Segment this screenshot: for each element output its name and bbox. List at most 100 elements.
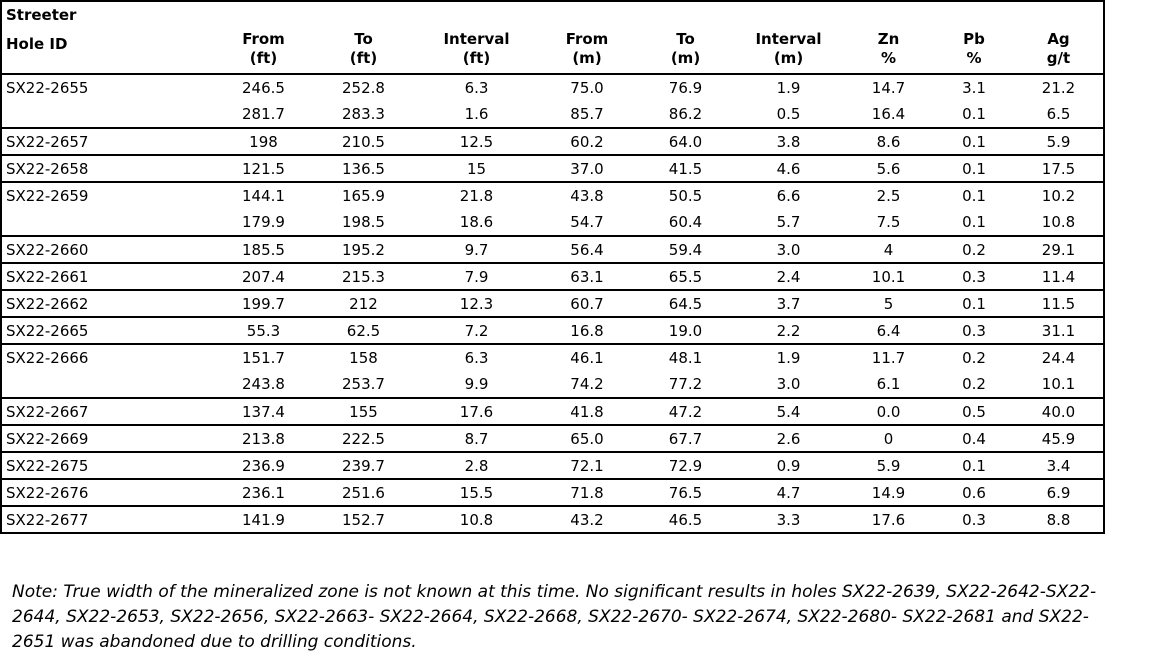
value-cell: 2.5 <box>876 187 901 205</box>
value-cell: 11.7 <box>871 349 906 367</box>
column-header-zn: Zn% <box>843 26 934 75</box>
value-cell: 17.5 <box>1041 159 1076 178</box>
table-row: SX22-2659 144.1 165.9 21.8 43.8 50.5 6.6 2.5 0.1… <box>1 182 1104 209</box>
value-cell: 64.5 <box>668 294 703 313</box>
value-cell: 3.8 <box>776 132 801 151</box>
value-cell: 12.5 <box>459 132 494 151</box>
value-cell: 72.1 <box>570 456 604 475</box>
value-cell: 72.9 <box>668 456 703 475</box>
value-cell: 222.5 <box>342 429 385 448</box>
column-header-from_ft: From (ft) <box>216 26 311 75</box>
value-cell: 55.3 <box>246 321 281 340</box>
hole-id-cell: SX22-2675 <box>6 457 89 475</box>
value-cell: 0.3 <box>962 321 986 340</box>
table-row: SX22-2662 199.7 212 12.3 60.7 64.5 3.7 5 0.1 11.5 <box>1 290 1104 317</box>
value-cell: 56.4 <box>570 240 604 259</box>
hole-id-cell: SX22-2657 <box>6 133 89 151</box>
column-unit: % <box>966 49 982 67</box>
value-cell: 46.5 <box>668 510 703 529</box>
column-header-ag: Ag g/t <box>1014 26 1104 75</box>
value-cell: 41.8 <box>570 402 604 421</box>
value-cell: 179.9 <box>242 213 285 231</box>
table-row: SX22-2661 207.4 215.3 7.9 63.1 65.5 2.4 10.1 0.3… <box>1 263 1104 290</box>
value-cell: 7.9 <box>464 267 489 286</box>
hole-group: SX22-2657 198 210.5 12.5 60.2 64.0 3.8 8.6 0.1 5.… <box>1 128 1104 155</box>
value-cell: 10.1 <box>871 267 906 286</box>
hole-group: SX22-2658 121.5 136.5 15 37.0 41.5 4.6 5.6 0.1 17… <box>1 155 1104 182</box>
value-cell: 0.5 <box>962 402 986 421</box>
hole-group: SX22-2662 199.7 212 12.3 60.7 64.5 3.7 5 0.1 11.5 <box>1 290 1104 317</box>
value-cell: 37.0 <box>570 159 604 178</box>
value-cell: 43.8 <box>570 187 604 205</box>
value-cell: 63.1 <box>570 267 604 286</box>
value-cell: 16.8 <box>570 321 604 340</box>
table-title-row: Streeter <box>1 1 1104 26</box>
value-cell: 10.1 <box>1041 375 1076 393</box>
value-cell: 0.2 <box>962 349 986 367</box>
value-cell: 5.6 <box>876 159 901 178</box>
value-cell: 43.2 <box>570 510 604 529</box>
value-cell: 47.2 <box>668 402 703 421</box>
value-cell: 62.5 <box>346 321 381 340</box>
table-row: SX22-2657 198 210.5 12.5 60.2 64.0 3.8 8.6 0.1 5.… <box>1 128 1104 155</box>
value-cell: 0 <box>883 429 894 448</box>
value-cell: 3.3 <box>776 510 801 529</box>
hole-group: SX22-2660 185.5 195.2 9.7 56.4 59.4 3.0 4 0.2 29.… <box>1 236 1104 263</box>
column-label: From <box>565 30 609 48</box>
value-cell: 3.0 <box>776 375 801 393</box>
hole-group: SX22-2675 236.9 239.7 2.8 72.1 72.9 0.9 5.9 0.1 3… <box>1 452 1104 479</box>
column-unit: (m) <box>572 49 602 67</box>
value-cell: 0.5 <box>776 105 801 123</box>
value-cell: 77.2 <box>668 375 703 393</box>
hole-id-cell: SX22-2661 <box>6 268 89 286</box>
table-row: SX22-2677 141.9 152.7 10.8 43.2 46.5 3.3 17.6 0.… <box>1 506 1104 533</box>
table-row: SX22-2665 55.3 62.5 7.2 16.8 19.0 2.2 6.4 0.3 31.… <box>1 317 1104 344</box>
value-cell: 246.5 <box>242 79 285 97</box>
value-cell: 207.4 <box>242 267 285 286</box>
column-unit: (m) <box>773 49 804 67</box>
hole-id-cell: SX22-2667 <box>6 403 89 421</box>
value-cell: 14.9 <box>871 483 906 502</box>
hole-id-cell: SX22-2665 <box>6 322 89 340</box>
value-cell: 0.1 <box>962 105 986 123</box>
value-cell: 151.7 <box>242 349 285 367</box>
value-cell: 1.9 <box>776 79 801 97</box>
table-row: SX22-2669 213.8 222.5 8.7 65.0 67.7 2.6 0 0.4 45.… <box>1 425 1104 452</box>
value-cell: 45.9 <box>1041 429 1076 448</box>
value-cell: 21.2 <box>1041 79 1076 97</box>
value-cell: 0.1 <box>962 132 986 151</box>
value-cell: 60.2 <box>570 132 604 151</box>
hole-id-cell: SX22-2677 <box>6 511 89 529</box>
hole-group: SX22-2661 207.4 215.3 7.9 63.1 65.5 2.4 10.1 0.3… <box>1 263 1104 290</box>
hole-id-cell: SX22-2659 <box>6 187 89 205</box>
value-cell: 3.4 <box>1046 456 1071 475</box>
value-cell: 0.1 <box>962 187 986 205</box>
value-cell: 4.7 <box>776 483 801 502</box>
hole-id-cell: SX22-2655 <box>6 79 89 97</box>
value-cell: 64.0 <box>668 132 703 151</box>
table-row: 179.9 198.5 18.6 54.7 60.4 5.7 7.5 0.1 10.8 <box>1 209 1104 236</box>
value-cell: 210.5 <box>342 132 385 151</box>
value-cell: 4.6 <box>776 159 801 178</box>
value-cell: 1.6 <box>464 105 489 123</box>
value-cell: 7.5 <box>876 213 901 231</box>
value-cell: 251.6 <box>342 483 385 502</box>
value-cell: 0.2 <box>962 375 986 393</box>
column-unit: g/t <box>1046 49 1071 67</box>
hole-id-cell: SX22-2658 <box>6 160 89 178</box>
value-cell: 6.1 <box>876 375 901 393</box>
value-cell: 71.8 <box>570 483 604 502</box>
value-cell: 60.7 <box>570 294 604 313</box>
value-cell: 0.6 <box>962 483 986 502</box>
column-label: Interval <box>443 30 510 48</box>
value-cell: 5 <box>883 294 894 313</box>
value-cell: 18.6 <box>459 213 494 231</box>
value-cell: 2.8 <box>464 456 489 475</box>
column-label: From <box>242 30 285 48</box>
column-label: Interval <box>755 30 822 48</box>
value-cell: 0.3 <box>962 510 986 529</box>
value-cell: 283.3 <box>342 105 385 123</box>
value-cell: 21.8 <box>459 187 494 205</box>
value-cell: 17.6 <box>871 510 906 529</box>
value-cell: 31.1 <box>1041 321 1076 340</box>
